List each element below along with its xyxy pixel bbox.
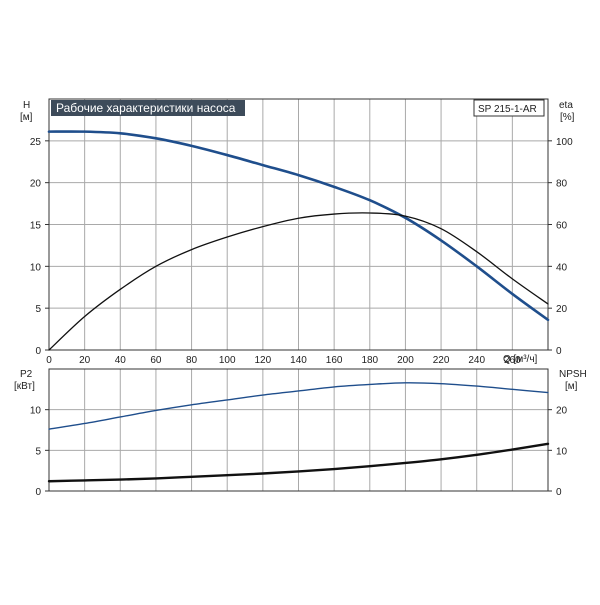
left-axis-label-p2: P2 xyxy=(20,369,33,380)
x-tick-label: 160 xyxy=(326,355,343,366)
model-label: SP 215-1-AR xyxy=(478,104,537,115)
right-axis-label-eta: eta xyxy=(559,100,573,111)
left-axis-label-h: H xyxy=(23,100,30,111)
right-axis-label-npsh: NPSH xyxy=(559,369,587,380)
bottom-panel-ticks: 0 5 10 0 10 20 xyxy=(30,406,568,498)
top-left-tick-label: 20 xyxy=(30,179,42,190)
x-tick-label: 200 xyxy=(397,355,414,366)
bottom-series-1-line xyxy=(47,442,550,483)
top-right-tick-label: 100 xyxy=(556,137,573,148)
top-left-tick-label: 0 xyxy=(35,346,41,357)
top-right-tick-label: 60 xyxy=(556,221,568,232)
top-right-tick-label: 40 xyxy=(556,262,568,273)
chart-title-box xyxy=(51,100,245,116)
bottom-left-tick-label: 0 xyxy=(35,487,41,498)
x-tick-label: 100 xyxy=(219,355,236,366)
right-axis-unit-npsh: [м] xyxy=(565,381,578,392)
bottom-left-tick-label: 5 xyxy=(35,446,41,457)
top-left-tick-label: 25 xyxy=(30,137,42,148)
top-panel-grid xyxy=(49,99,548,350)
x-tick-label: 220 xyxy=(433,355,450,366)
chart-title: Рабочие характеристики насоса xyxy=(56,101,236,115)
bottom-right-tick-label: 20 xyxy=(556,406,568,417)
bottom-right-tick-label: 0 xyxy=(556,487,562,498)
x-tick-label: 60 xyxy=(150,355,162,366)
top-left-tick-label: 5 xyxy=(35,304,41,315)
x-tick-label: 180 xyxy=(361,355,378,366)
top-series-1-line xyxy=(48,212,549,351)
right-axis-unit-eta: [%] xyxy=(560,112,575,123)
top-right-tick-label: 0 xyxy=(556,346,562,357)
x-tick-label: 40 xyxy=(115,355,127,366)
bottom-left-tick-label: 10 xyxy=(30,406,42,417)
model-label-box xyxy=(473,99,545,117)
x-axis-label-q: Q [м³/ч] xyxy=(503,354,538,365)
x-tick-label: 120 xyxy=(255,355,272,366)
bottom-right-tick-label: 10 xyxy=(556,446,568,457)
top-series-0-line xyxy=(47,130,550,322)
x-tick-label: 80 xyxy=(186,355,198,366)
x-tick-label: 240 xyxy=(468,355,485,366)
top-left-tick-label: 15 xyxy=(30,221,42,232)
x-tick-label: 140 xyxy=(290,355,307,366)
top-right-tick-label: 80 xyxy=(556,179,568,190)
bottom-series-0-line xyxy=(48,382,549,430)
left-axis-unit-h: [м] xyxy=(20,112,33,123)
left-axis-unit-p2: [кВт] xyxy=(14,381,35,392)
x-tick-label: 260 xyxy=(504,355,521,366)
top-left-tick-label: 10 xyxy=(30,262,42,273)
bottom-panel-series xyxy=(47,382,550,483)
top-panel-series xyxy=(47,130,550,351)
top-panel-ticks: 0 5 10 15 20 25 0 20 40 60 80 100 0 20 40 60 80 100 120 140… xyxy=(30,137,573,366)
x-tick-label: 20 xyxy=(79,355,91,366)
top-right-tick-label: 20 xyxy=(556,304,568,315)
bottom-panel-frame xyxy=(48,368,549,492)
x-tick-label: 0 xyxy=(46,355,52,366)
